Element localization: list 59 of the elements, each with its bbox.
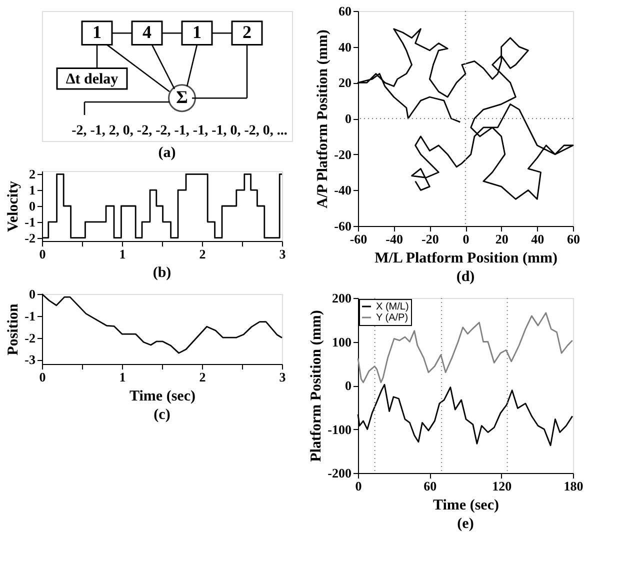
y-tick-label: 200: [332, 290, 352, 306]
y-tick-label: 0: [29, 286, 36, 302]
text: 4: [142, 22, 152, 42]
x-tick-label: 1: [119, 246, 126, 262]
text: 1: [192, 22, 202, 42]
y-tick-label: -2: [24, 230, 36, 246]
y-tick-label: 100: [332, 334, 352, 350]
x-tick-label: 0: [355, 478, 362, 494]
y-axis-title: Velocity: [6, 180, 22, 232]
y-tick-label: 0: [29, 198, 36, 214]
y-tick-label: 20: [338, 75, 352, 90]
text: (e): [457, 516, 474, 532]
y-tick-label: 0: [345, 111, 352, 126]
text: (d): [456, 269, 475, 285]
x-tick-label: 2: [199, 370, 206, 384]
y-tick-label: -60: [334, 218, 352, 234]
text: 1: [92, 22, 102, 42]
x-tick-label: -40: [386, 232, 404, 246]
text: (c): [154, 407, 170, 423]
x-tick-label: 2: [199, 246, 206, 262]
y-tick-label: 60: [338, 4, 352, 18]
y-tick-label: -200: [328, 466, 352, 480]
y-tick-label: -40: [334, 182, 352, 198]
y-axis-title: A/P Platform Position (mm): [315, 30, 332, 208]
text: -2, -1, 2, 0, -2, -2, -1, -1, -1, 0, -2, 0, ...: [72, 124, 288, 139]
y-tick-label: -1: [24, 308, 36, 324]
legend-label: X (M/L): [376, 302, 409, 312]
text: Σ: [176, 87, 188, 108]
y-tick-label: 1: [29, 182, 36, 198]
x-tick-label: 20: [495, 232, 508, 246]
x-tick-label: 3: [279, 246, 286, 262]
y-tick-label: 2: [29, 166, 36, 182]
x-axis-title: M/L Platform Position (mm): [374, 250, 558, 266]
x-tick-label: 40: [531, 232, 544, 246]
x-axis-title: Time (sec): [130, 388, 196, 404]
y-tick-label: -2: [24, 330, 36, 346]
legend-label: Y (A/P): [376, 312, 408, 324]
text: 2: [242, 22, 252, 42]
y-tick-label: -100: [328, 422, 352, 437]
y-tick-label: 40: [338, 39, 352, 54]
y-axis-title: Position: [6, 303, 22, 356]
x-tick-label: 0: [39, 370, 46, 384]
x-tick-label: 3: [279, 370, 286, 384]
y-axis-title: Platform Position (mm): [308, 310, 325, 462]
y-tick-label: -20: [334, 146, 352, 162]
x-tick-label: 120: [492, 478, 512, 494]
x-tick-label: 180: [564, 478, 584, 494]
y-tick-label: -3: [24, 352, 36, 368]
text: (a): [158, 145, 176, 161]
x-tick-label: 1: [119, 370, 126, 384]
text: Δt delay: [66, 72, 119, 88]
x-axis-title: Time (sec): [433, 498, 499, 514]
x-tick-label: -20: [421, 232, 439, 246]
x-tick-label: 60: [567, 232, 580, 246]
x-tick-label: 0: [39, 246, 46, 262]
x-tick-label: 0: [462, 232, 470, 246]
y-tick-label: -1: [24, 214, 36, 230]
x-tick-label: 60: [424, 478, 437, 494]
text: (b): [152, 265, 172, 281]
